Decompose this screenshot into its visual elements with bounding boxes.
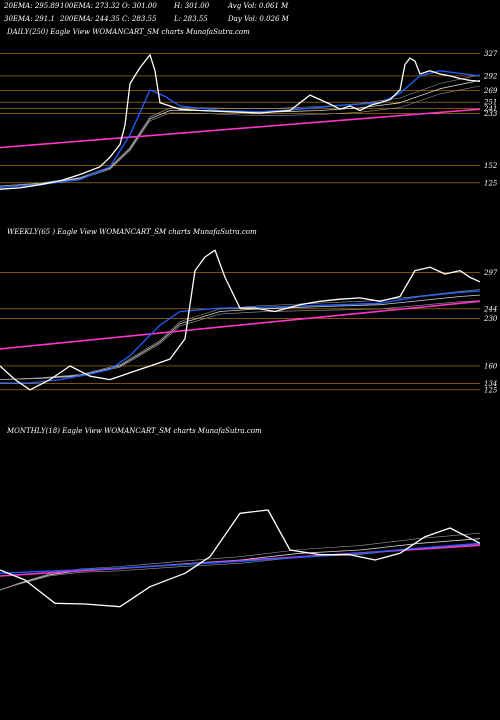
ema-fast-series bbox=[0, 70, 481, 188]
stat-30ema: 30EMA: 291.1 bbox=[4, 15, 55, 23]
ema-slow-series bbox=[0, 538, 481, 591]
price-series bbox=[0, 249, 481, 391]
level-label: 297 bbox=[483, 269, 498, 277]
stat-day-vol: Day Vol: 0.026 M bbox=[228, 15, 289, 23]
level-label: 152 bbox=[484, 162, 498, 170]
daily-panel-title: DAILY(250) Eagle View WOMANCART_SM chart… bbox=[7, 28, 250, 36]
level-label: 125 bbox=[484, 179, 498, 187]
weekly-panel-title: WEEKLY(65 ) Eagle View WOMANCART_SM char… bbox=[7, 228, 257, 236]
stat-close: C: 283.55 bbox=[122, 15, 157, 23]
level-label: 233 bbox=[483, 110, 498, 118]
ema-fast-series bbox=[0, 542, 481, 574]
level-label: 160 bbox=[484, 362, 498, 370]
level-label: 244 bbox=[483, 305, 497, 313]
ema-extra-series bbox=[0, 543, 481, 591]
level-label: 327 bbox=[484, 50, 498, 58]
stat-100ema: 100EMA: 273.32 bbox=[60, 2, 120, 10]
level-label: 230 bbox=[483, 315, 498, 323]
level-label: 269 bbox=[483, 87, 498, 95]
level-label: 134 bbox=[484, 380, 497, 388]
monthly-panel-title: MONTHLY(18) Eagle View WOMANCART_SM char… bbox=[7, 427, 262, 435]
price-series bbox=[0, 54, 481, 190]
level-label: 241 bbox=[483, 105, 497, 113]
stat-20ema: 20EMA: 295.89 bbox=[4, 2, 60, 10]
ema-slow-series bbox=[0, 80, 481, 187]
monthly-chart bbox=[0, 509, 481, 608]
stat-200ema: 200EMA: 244.35 bbox=[60, 15, 120, 23]
ema-extra-series bbox=[0, 532, 481, 591]
ema-extra-series bbox=[0, 74, 481, 187]
stat-open: O: 301.00 bbox=[122, 2, 157, 10]
stat-high: H: 301.00 bbox=[174, 2, 210, 10]
level-label: 125 bbox=[484, 386, 498, 394]
stat-avg-vol: Avg Vol: 0.061 M bbox=[228, 2, 289, 10]
ema-fast-series bbox=[0, 290, 481, 384]
ema-extra-series bbox=[0, 85, 481, 187]
trend-series bbox=[0, 300, 481, 350]
level-label: 292 bbox=[483, 72, 498, 80]
level-label: 251 bbox=[483, 99, 497, 107]
trend-series bbox=[0, 108, 481, 149]
ema-extra-series bbox=[0, 300, 481, 380]
price-series bbox=[0, 509, 481, 608]
stat-low: L: 283.55 bbox=[174, 15, 208, 23]
